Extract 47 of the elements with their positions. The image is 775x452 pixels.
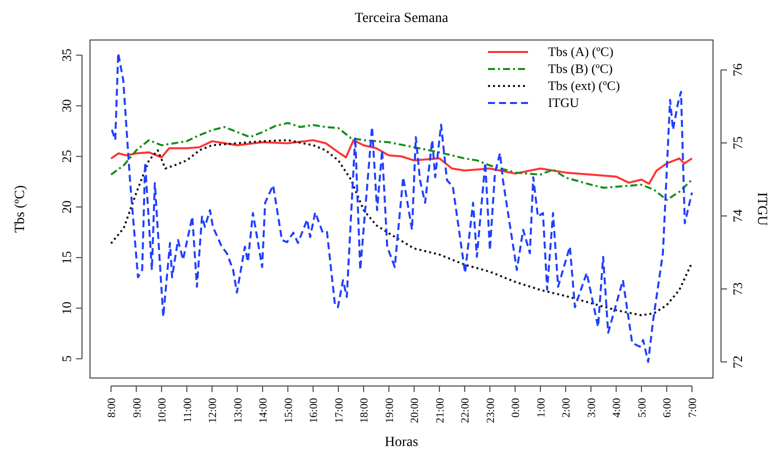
y-tick-label: 20 xyxy=(59,200,74,214)
legend-label: Tbs (ext) (ºC) xyxy=(548,78,620,93)
y-tick-label: 10 xyxy=(59,302,74,315)
x-tick-label: 15:00 xyxy=(282,398,295,424)
y-tick-label: 30 xyxy=(59,99,74,112)
x-tick-label: 9:00 xyxy=(131,398,144,418)
line-series xyxy=(110,122,693,201)
x-tick-label: 7:00 xyxy=(686,398,699,418)
y2-tick-label: 73 xyxy=(730,282,745,296)
y2-tick-label: 76 xyxy=(730,62,745,76)
y2-axis-title: ITGU xyxy=(754,192,769,226)
x-tick-label: 3:00 xyxy=(586,398,598,418)
y2-tick-label: 75 xyxy=(730,136,745,150)
y2-tick-label: 72 xyxy=(730,355,745,368)
x-tick-label: 19:00 xyxy=(384,398,396,424)
x-tick-label: 21:00 xyxy=(434,398,446,424)
x-tick-label: 11:00 xyxy=(182,398,194,423)
x-tick-label: 17:00 xyxy=(333,398,346,424)
x-tick-label: 20:00 xyxy=(409,398,422,424)
y-tick-label: 35 xyxy=(59,48,74,62)
x-tick-label: 0:00 xyxy=(510,398,522,418)
y-tick-label: 15 xyxy=(59,251,74,264)
x-tick-label: 5:00 xyxy=(636,398,648,418)
x-tick-label: 12:00 xyxy=(207,398,220,424)
legend-label: Tbs (B) (ºC) xyxy=(548,61,613,76)
line-series xyxy=(110,139,693,316)
x-tick-label: 2:00 xyxy=(560,398,573,418)
y2-tick-label: 74 xyxy=(730,208,745,222)
y-axis-title: Tbs (ºC) xyxy=(13,184,28,233)
x-tick-label: 13:00 xyxy=(232,398,244,424)
x-tick-label: 22:00 xyxy=(460,398,472,424)
x-tick-label: 18:00 xyxy=(358,398,371,424)
legend-label: ITGU xyxy=(548,95,580,110)
x-tick-label: 6:00 xyxy=(662,398,674,418)
y-tick-label: 25 xyxy=(59,150,74,163)
x-tick-label: 1:00 xyxy=(535,398,548,418)
x-axis-title: Horas xyxy=(384,435,418,450)
x-tick-label: 8:00 xyxy=(106,398,118,418)
x-tick-label: 10:00 xyxy=(156,398,169,424)
x-tick-label: 23:00 xyxy=(484,398,497,424)
x-tick-label: 4:00 xyxy=(611,398,624,418)
x-tick-label: 16:00 xyxy=(308,398,320,424)
x-tick-label: 14:00 xyxy=(258,398,270,424)
legend-label: Tbs (A) (ºC) xyxy=(548,44,614,59)
chart-title: Terceira Semana xyxy=(354,11,450,26)
line-series xyxy=(110,139,693,185)
y-tick-label: 5 xyxy=(59,356,74,362)
